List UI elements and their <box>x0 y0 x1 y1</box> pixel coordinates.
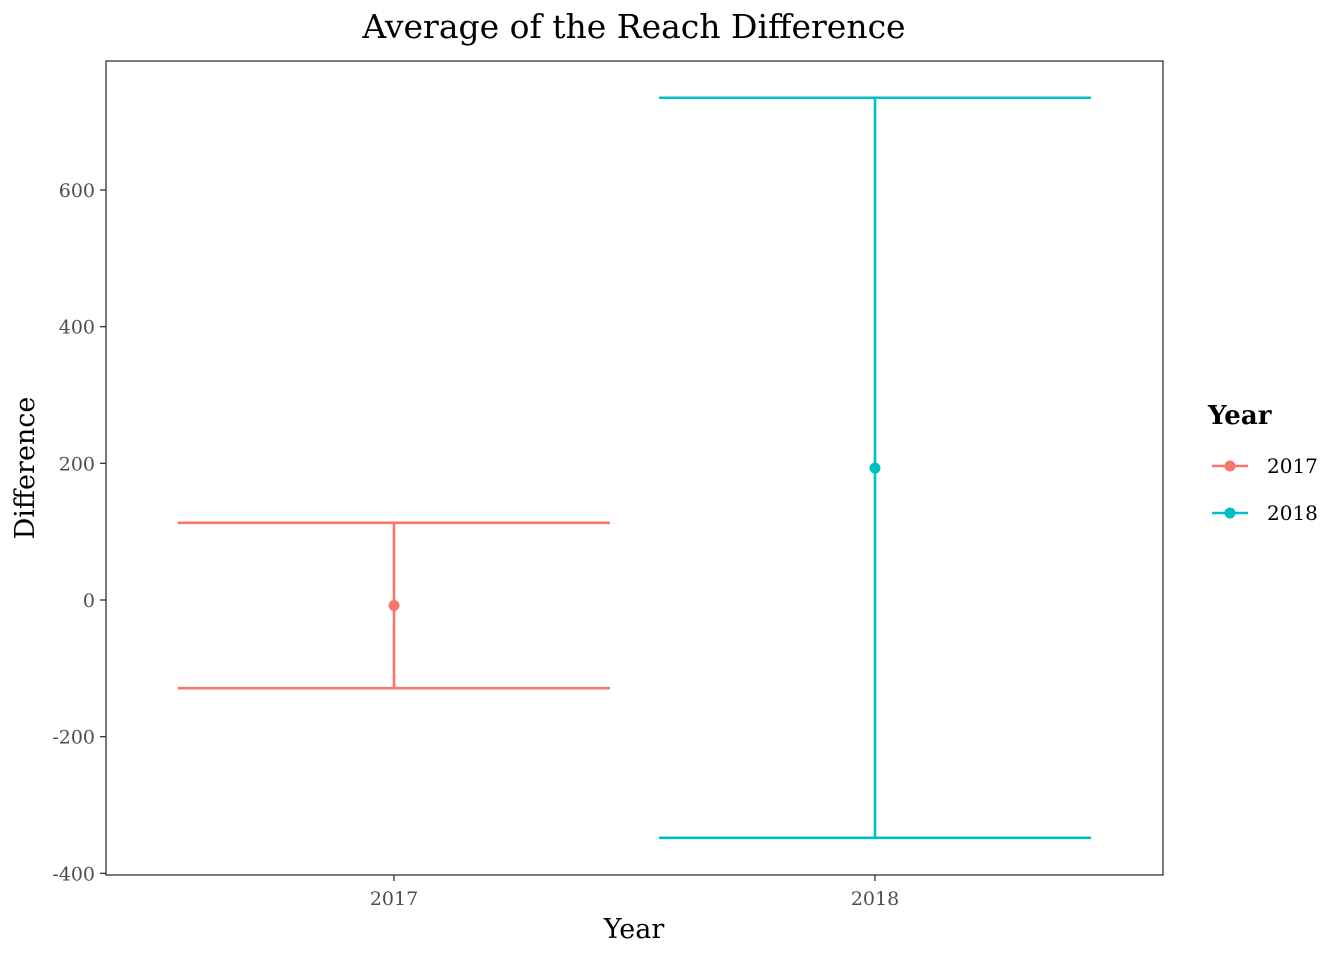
chart-title: Average of the Reach Difference <box>361 7 905 46</box>
y-tick-label: -200 <box>52 727 95 749</box>
legend-label: 2018 <box>1267 501 1318 525</box>
y-tick-label: 400 <box>59 317 95 339</box>
x-axis: 2017 2018 <box>370 875 899 910</box>
y-tick-label: -400 <box>52 863 95 885</box>
plot-panel <box>105 60 1164 876</box>
legend: Year 2017 2018 <box>1207 401 1318 525</box>
mean-point <box>388 599 400 611</box>
series-layer <box>178 96 1091 840</box>
y-axis-title: Difference <box>10 397 41 540</box>
legend-key-point <box>1224 507 1236 519</box>
legend-key-point <box>1224 460 1236 472</box>
x-axis-title: Year <box>603 914 665 945</box>
x-tick-label: 2017 <box>370 888 418 910</box>
y-tick-label: 0 <box>83 590 95 612</box>
series-2018 <box>659 96 1091 840</box>
legend-title: Year <box>1207 401 1272 431</box>
y-tick-label: 200 <box>59 453 95 475</box>
y-tick-label: 600 <box>59 180 95 202</box>
legend-label: 2017 <box>1267 454 1318 478</box>
mean-point <box>869 462 881 474</box>
series-2017 <box>178 521 610 690</box>
y-axis: -400 -200 0 200 400 600 <box>52 180 106 885</box>
x-tick-label: 2018 <box>851 888 899 910</box>
